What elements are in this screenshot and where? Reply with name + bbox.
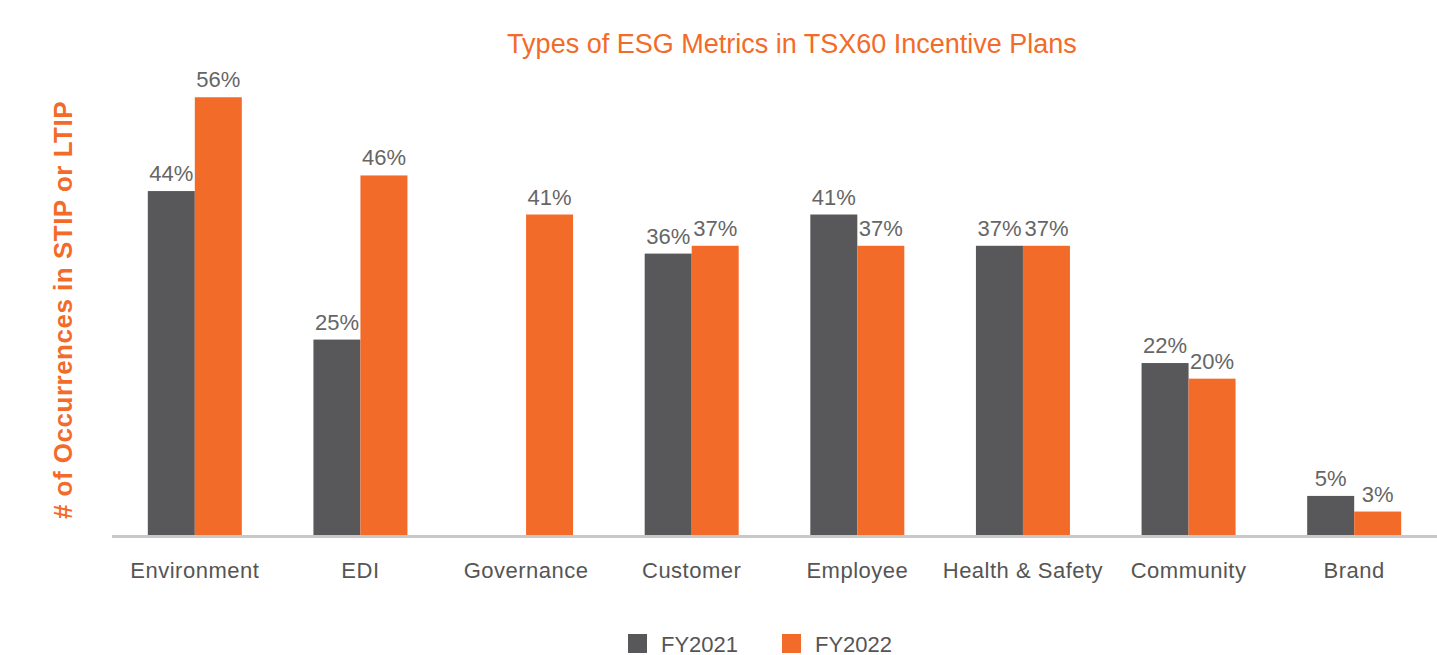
bar: [810, 215, 857, 535]
bar: [692, 246, 739, 535]
legend-swatch: [628, 634, 647, 653]
bars: [148, 97, 1401, 535]
data-label: 37%: [693, 216, 737, 241]
legend: FY2021 FY2022: [628, 632, 892, 655]
data-label: 37%: [977, 216, 1021, 241]
bar: [645, 254, 692, 535]
bar: [1307, 496, 1354, 535]
data-label: 56%: [196, 67, 240, 92]
x-tick-label: Brand: [1324, 558, 1385, 583]
x-tick-label: EDI: [341, 558, 379, 583]
legend-label: FY2022: [815, 632, 892, 655]
data-label: 46%: [362, 145, 406, 170]
bar: [857, 246, 904, 535]
bar: [1023, 246, 1070, 535]
legend-label: FY2021: [661, 632, 738, 655]
bar: [1189, 379, 1236, 535]
bar: [1142, 363, 1189, 535]
x-tick-label: Employee: [806, 558, 908, 583]
bar: [526, 215, 573, 535]
chart: Types of ESG Metrics in TSX60 Incentive …: [0, 0, 1437, 655]
data-label: 25%: [315, 310, 359, 335]
x-axis: [112, 535, 1437, 538]
data-label: 37%: [1024, 216, 1068, 241]
data-label: 41%: [812, 185, 856, 210]
data-label: 5%: [1315, 466, 1347, 491]
data-labels: 44%56%25%46%41%36%37%41%37%37%37%22%20%5…: [149, 67, 1393, 506]
data-label: 44%: [149, 161, 193, 186]
bar: [1354, 512, 1401, 535]
y-axis-label: # of Occurrences in STIP or LTIP: [48, 101, 78, 519]
bar: [148, 191, 195, 535]
legend-swatch: [782, 634, 801, 653]
x-tick-label: Health & Safety: [943, 558, 1103, 583]
bar: [360, 175, 407, 535]
title: Types of ESG Metrics in TSX60 Incentive …: [507, 29, 1077, 59]
x-tick-label: Community: [1131, 558, 1247, 583]
data-label: 37%: [859, 216, 903, 241]
bar: [195, 97, 242, 535]
x-tick-label: Environment: [130, 558, 259, 583]
x-tick-label: Governance: [464, 558, 589, 583]
data-label: 20%: [1190, 349, 1234, 374]
data-label: 3%: [1362, 482, 1394, 507]
bar: [313, 340, 360, 535]
data-label: 41%: [528, 185, 572, 210]
data-label: 22%: [1143, 333, 1187, 358]
bar: [976, 246, 1023, 535]
data-label: 36%: [646, 224, 690, 249]
x-tick-label: Customer: [642, 558, 741, 583]
